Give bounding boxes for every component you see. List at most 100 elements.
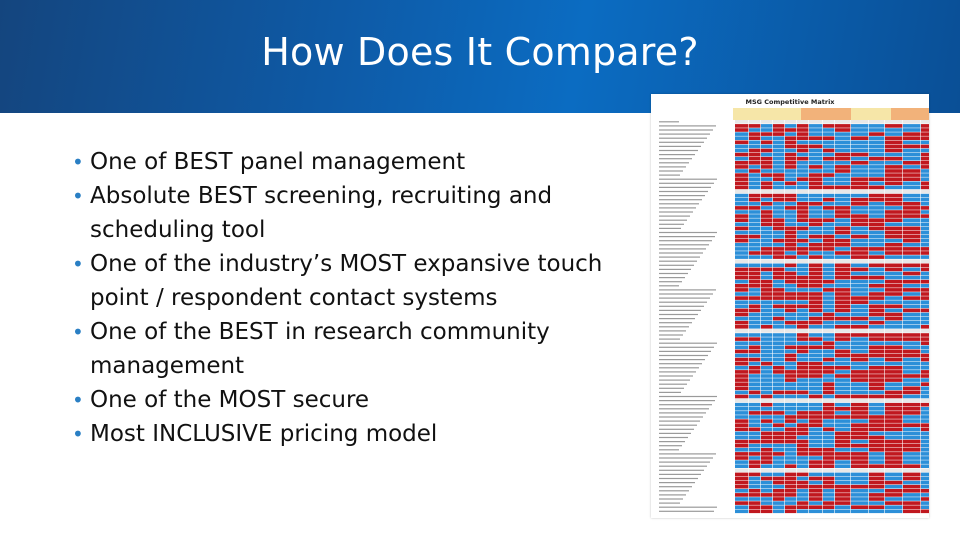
matrix-cell (785, 189, 797, 194)
matrix-cell (903, 210, 921, 214)
matrix-cell (785, 181, 797, 186)
matrix-cell (885, 185, 903, 190)
matrix-cell (797, 345, 809, 350)
matrix-cell (851, 169, 869, 173)
matrix-cell (903, 140, 921, 145)
matrix-cell (749, 267, 761, 272)
matrix-cell (921, 152, 929, 157)
matrix-cell (717, 165, 735, 169)
matrix-cell (835, 402, 851, 407)
matrix-row-label (659, 375, 693, 377)
matrix-cell (797, 296, 809, 300)
matrix-cell (885, 349, 903, 354)
matrix-cell (851, 394, 869, 399)
matrix-cell (785, 308, 797, 313)
matrix-cell (735, 185, 749, 190)
matrix-cell (749, 419, 761, 423)
matrix-cell (903, 505, 921, 509)
matrix-cell (809, 509, 823, 514)
matrix-row-label (659, 297, 710, 299)
matrix-cell (749, 218, 761, 222)
matrix-cell (749, 234, 761, 239)
matrix-cell (785, 472, 797, 477)
matrix-row-label (659, 457, 713, 459)
matrix-cell (921, 304, 929, 309)
matrix-cell (761, 243, 773, 247)
matrix-cell (717, 407, 735, 411)
matrix-cell (921, 288, 929, 292)
matrix-cell (797, 197, 809, 202)
matrix-cell (761, 497, 773, 501)
matrix-cell (797, 435, 809, 440)
matrix-cell (749, 415, 761, 419)
matrix-cell (851, 349, 869, 354)
matrix-cell (823, 148, 835, 153)
matrix-cell (761, 398, 773, 403)
matrix-cell (749, 366, 761, 370)
matrix-cell (717, 300, 735, 304)
matrix-cell (785, 402, 797, 407)
matrix-cell (797, 390, 809, 395)
matrix-cell (797, 501, 809, 505)
matrix-cell (735, 423, 749, 427)
matrix-cell (851, 460, 869, 464)
matrix-cell (885, 132, 903, 136)
matrix-cell (835, 197, 851, 202)
matrix-cell (835, 156, 851, 161)
matrix-cell (749, 353, 761, 358)
matrix-cell (785, 255, 797, 259)
matrix-cell (761, 361, 773, 366)
matrix-cell (851, 402, 869, 407)
matrix-cell (921, 259, 929, 263)
matrix-cell (921, 234, 929, 239)
matrix-cell (921, 489, 929, 493)
matrix-cell (785, 238, 797, 243)
matrix-cell (773, 202, 785, 206)
matrix-row-label (659, 203, 699, 205)
matrix-cell (869, 156, 885, 161)
matrix-cell (797, 259, 809, 263)
matrix-cell (885, 238, 903, 243)
matrix-cell (749, 169, 761, 173)
matrix-cell (717, 415, 735, 419)
matrix-cell (773, 238, 785, 243)
matrix-cell (797, 234, 809, 239)
matrix-cell (809, 443, 823, 448)
matrix-cell (785, 427, 797, 432)
matrix-cell (851, 202, 869, 206)
matrix-cell (869, 386, 885, 391)
matrix-cell (797, 152, 809, 157)
matrix-cell (903, 202, 921, 206)
matrix-cell (717, 222, 735, 227)
matrix-cell (735, 202, 749, 206)
matrix-cell (823, 415, 835, 419)
matrix-cell (749, 320, 761, 325)
matrix-cell (735, 177, 749, 181)
matrix-cell (903, 386, 921, 391)
matrix-cell (773, 267, 785, 272)
matrix-cell (761, 193, 773, 198)
matrix-cell (797, 337, 809, 341)
matrix-cell (851, 329, 869, 333)
matrix-cell (869, 349, 885, 354)
matrix-cell (809, 329, 823, 333)
matrix-cell (869, 193, 885, 198)
matrix-cell (797, 468, 809, 473)
matrix-cell (885, 218, 903, 222)
matrix-cell (851, 206, 869, 210)
matrix-cell (903, 361, 921, 366)
matrix-cell (921, 353, 929, 358)
matrix-cell (735, 128, 749, 132)
matrix-cell (851, 489, 869, 493)
matrix-cell (797, 431, 809, 436)
matrix-cell (809, 341, 823, 345)
matrix-cell (735, 329, 749, 333)
matrix-row-label (659, 231, 718, 234)
matrix-row-label (659, 482, 695, 484)
matrix-cell (885, 214, 903, 218)
matrix-cell (749, 505, 761, 509)
matrix-cell (773, 169, 785, 173)
matrix-cell (797, 484, 809, 489)
matrix-cell (785, 407, 797, 411)
matrix-cell (773, 505, 785, 509)
